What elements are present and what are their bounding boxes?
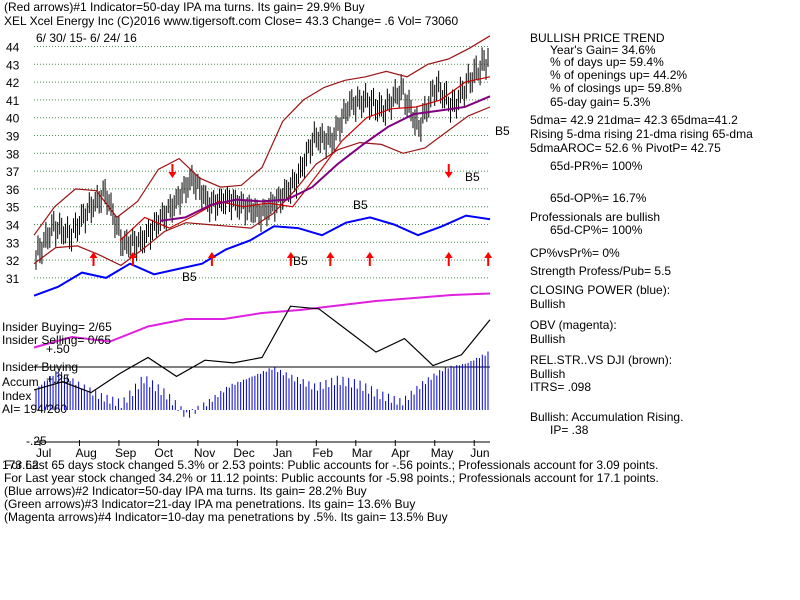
x-tick-label: Jan	[273, 446, 292, 460]
sidebar-aroc: 5dmaAROC= 52.6 % PivotP= 42.75	[530, 141, 721, 155]
y-tick-label: 39	[6, 130, 20, 144]
y-tick-label: 40	[6, 112, 20, 126]
series-line-5	[33, 292, 491, 349]
sidebar-rising: Rising 5-dma rising 21-dma rising 65-dma	[530, 127, 753, 141]
red-up-arrow-icon	[444, 252, 453, 266]
series-line-2	[119, 76, 491, 241]
footer-line-4: (Green arrows)#3 Indicator=21-day IPA ma…	[4, 497, 416, 511]
chart-mark: 173.62	[2, 458, 39, 472]
sidebar-pr: 65d-PR%= 100%	[550, 159, 643, 173]
y-tick-label: 36	[6, 183, 20, 197]
red-down-arrow-icon	[444, 164, 453, 178]
sidebar-years-gain: Year's Gain= 34.6%	[550, 43, 656, 57]
sidebar-gain-65: 65-day gain= 5.3%	[550, 95, 651, 109]
y-tick-label: 32	[6, 254, 20, 268]
x-tick-label: Jun	[470, 446, 489, 460]
b5-label: B5	[495, 124, 510, 138]
accumulation-bars	[35, 351, 489, 418]
footer-line-1: For Last 65 days stock changed 5.3% or 2…	[4, 458, 659, 472]
sidebar-days-up: % of days up= 59.4%	[550, 55, 664, 69]
sidebar-relstr-bullish: Bullish	[530, 367, 566, 381]
y-tick-label: 37	[6, 165, 20, 179]
x-tick-label: Mar	[352, 446, 373, 460]
y-tick-label: 43	[6, 58, 20, 72]
sidebar-cp: 65d-CP%= 100%	[550, 223, 643, 237]
red-up-arrow-icon	[365, 252, 374, 266]
sidebar-cp-bullish: Bullish	[530, 297, 566, 311]
sidebar-closing-power: CLOSING POWER (blue):	[530, 283, 671, 297]
red-up-arrow-icon	[89, 252, 98, 266]
y-tick-label: 42	[6, 76, 20, 90]
y-tick-label: 38	[6, 147, 20, 161]
y-tick-label: 44	[6, 41, 20, 55]
red-down-arrow-icon	[168, 164, 177, 178]
sidebar-cpvspr: CP%vsPr%= 0%	[530, 246, 620, 260]
sidebar-heading: BULLISH PRICE TREND	[530, 31, 665, 45]
series-line-6	[33, 305, 491, 394]
y-tick-labels: 31 32 33 34 35 36 37 38 39 40 41 42 43 44	[6, 41, 20, 286]
sidebar-pros-bullish: Professionals are bullish	[530, 210, 661, 224]
red-up-arrow-icon	[128, 252, 137, 266]
x-tick-label: Apr	[391, 446, 410, 460]
red-up-arrow-icon	[207, 252, 216, 266]
sidebar-openings-up: % of openings up= 44.2%	[550, 68, 688, 82]
series-line-4	[33, 214, 491, 297]
b5-label: B5	[465, 170, 480, 184]
sidebar-op: 65d-OP%= 16.7%	[550, 191, 647, 205]
x-tick-label: Oct	[154, 446, 173, 460]
sidebar-strength: Strength Profess/Pub= 5.5	[530, 264, 672, 278]
series-line-3	[159, 95, 491, 222]
accum-minus25: -.25	[26, 434, 47, 448]
sidebar-accum-rising: Bullish: Accumulation Rising.	[530, 410, 684, 424]
x-tick-label: May	[431, 446, 454, 460]
insider-buying-count: Insider Buying= 2/65	[2, 320, 112, 334]
series-line-0	[33, 35, 491, 236]
x-tick-label: Feb	[312, 446, 333, 460]
x-tick-labels: Jul Aug Sep Oct Nov Dec Jan Feb Mar Apr May Jun	[36, 446, 490, 460]
sidebar-obv: OBV (magenta):	[530, 318, 617, 332]
header-line-2: XEL Xcel Energy Inc (C)2016 www.tigersof…	[4, 14, 459, 28]
y-tick-label: 31	[6, 272, 20, 286]
accum-label: Accum	[2, 375, 39, 389]
footer-line-5: (Magenta arrows)#4 Indicator=10-day ma p…	[4, 510, 448, 524]
x-tick-label: Sep	[115, 446, 137, 460]
sidebar-closings-up: % of closings up= 59.8%	[550, 81, 682, 95]
price-bars	[35, 47, 489, 270]
footer-line-3: (Blue arrows)#2 Indicator=50-day IPA ma …	[4, 484, 367, 498]
sidebar-ip: IP= .38	[550, 423, 589, 437]
red-up-arrow-icon	[484, 252, 493, 266]
y-tick-label: 34	[6, 219, 20, 233]
sidebar-obv-bullish: Bullish	[530, 332, 566, 346]
accum-plus25: +.25	[46, 372, 70, 386]
y-tick-label: 33	[6, 236, 20, 250]
sidebar-relstr: REL.STR..VS DJI (brown):	[530, 353, 673, 367]
x-tick-label: Jul	[36, 446, 51, 460]
header-line-1: (Red arrows)#1 Indicator=50-day IPA ma t…	[4, 0, 365, 14]
signal-arrows	[89, 164, 493, 266]
y-tick-label: 41	[6, 94, 20, 108]
x-tick-label: Dec	[233, 446, 254, 460]
x-tick-label: Nov	[194, 446, 215, 460]
series-line-1	[33, 106, 491, 267]
date-range: 6/ 30/ 15- 6/ 24/ 16	[36, 31, 137, 45]
insider-buying-label: Insider Buying	[2, 360, 79, 374]
red-up-arrow-icon	[326, 252, 335, 266]
accum-plus50: +.50	[46, 342, 70, 356]
ai-label: AI= 194/260	[2, 402, 68, 416]
b5-labels: B5 B5 B5 B5 B5	[182, 124, 510, 284]
footer-line-2: For Last year stock changed 34.2% or 11.…	[4, 471, 659, 485]
b5-label: B5	[353, 198, 368, 212]
chart-grid	[34, 46, 490, 446]
red-up-arrow-icon	[286, 252, 295, 266]
price-chart: 31 32 33 34 35 36 37 38 39 40 41 42 43 44 Jul Aug Sep Oc…	[6, 35, 510, 460]
y-tick-label: 35	[6, 201, 20, 215]
sidebar-itrs: ITRS= .098	[530, 380, 592, 394]
insider-selling-count: Insider Selling= 0/65	[2, 333, 112, 347]
b5-label: B5	[182, 270, 197, 284]
x-tick-label: Aug	[75, 446, 96, 460]
sidebar-dma: 5dma= 42.9 21dma= 42.3 65dma=41.2	[530, 113, 738, 127]
index-label: Index	[2, 389, 32, 403]
indicator-lines	[33, 35, 491, 394]
b5-label: B5	[293, 254, 308, 268]
